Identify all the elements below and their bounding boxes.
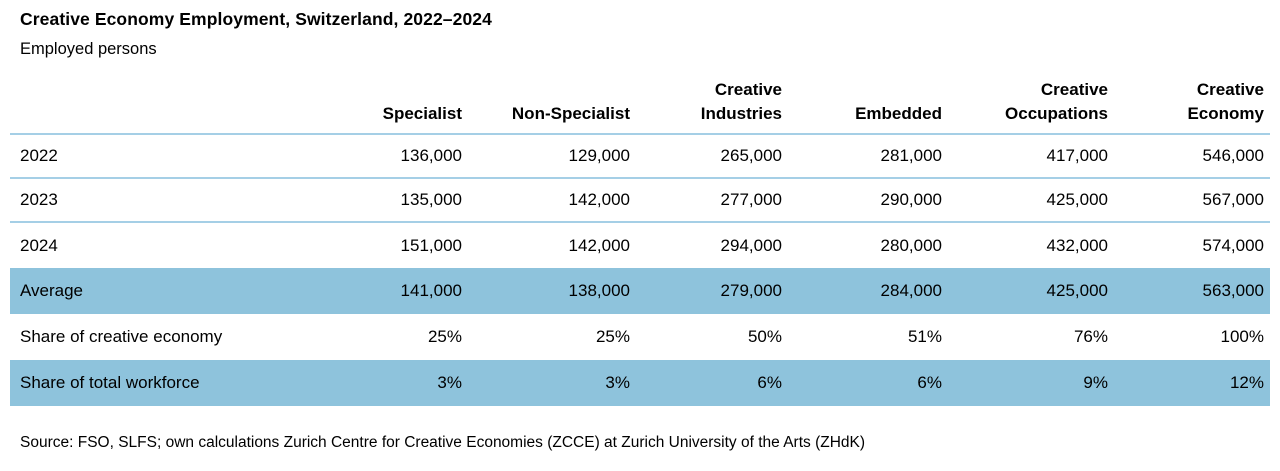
table-cell: 100% — [1220, 327, 1264, 346]
table-cell: 290,000 — [782, 178, 942, 223]
row-label: 2022 — [10, 134, 340, 179]
table-cell: 574,000 — [1202, 235, 1264, 255]
table-cell: 129,000 — [462, 134, 630, 179]
table-cell: 425,000 — [942, 178, 1108, 223]
table-cell: 50% — [747, 327, 782, 346]
table-cell: 417,000 — [942, 134, 1108, 179]
row-label: 2023 — [10, 178, 340, 223]
table-cell: 138,000 — [462, 268, 630, 314]
report-page: Creative Economy Employment, Switzerland… — [0, 8, 1280, 471]
table-cell: 425,000 — [942, 268, 1108, 314]
table-cell: 280,000 — [880, 235, 942, 255]
table-cell: 432,000 — [1046, 235, 1108, 255]
table-cell: 265,000 — [630, 134, 782, 179]
table-title: Creative Economy Employment, Switzerland… — [20, 9, 492, 29]
table-row: Share of creative economy 25% 25% 50% 51% 76%… — [10, 314, 1270, 360]
table-cell: 294,000 — [720, 235, 782, 255]
row-label: Share of creative economy — [20, 327, 223, 346]
table-body: 2022 136,000 129,000 265,000 281,000 417,000 5… — [10, 134, 1270, 406]
table-row: Share of total workforce 3% 3% 6% 6% 9% 12% — [10, 360, 1270, 406]
column-header: Embedded — [782, 72, 942, 135]
table-cell: 76% — [1073, 327, 1108, 346]
table-cell: 6% — [630, 360, 782, 406]
table-cell: 151,000 — [400, 235, 462, 255]
table-cell: 135,000 — [340, 178, 462, 223]
table-cell: 3% — [340, 360, 462, 406]
table-cell: 25% — [595, 327, 630, 346]
column-header: Creative Economy — [1108, 72, 1270, 135]
table-cell: 142,000 — [462, 178, 630, 223]
table-cell: 563,000 — [1108, 268, 1270, 314]
table-cell: 6% — [782, 360, 942, 406]
table-cell: 12% — [1108, 360, 1270, 406]
employment-table: Specialist Non-Specialist Creative Industr… — [10, 72, 1270, 406]
header-row: Specialist Non-Specialist Creative Industr… — [10, 72, 1270, 135]
table-subtitle: Employed persons — [20, 40, 157, 58]
table-cell: 136,000 — [340, 134, 462, 179]
column-header: Non-Specialist — [462, 72, 630, 135]
table-row: 2024 151,000 142,000 294,000 280,000 432,000 5… — [10, 222, 1270, 268]
table-cell: 567,000 — [1108, 178, 1270, 223]
table-row: 2023 135,000 142,000 277,000 290,000 425,000 5… — [10, 178, 1270, 223]
row-label: 2024 — [20, 235, 58, 255]
table-row: 2022 136,000 129,000 265,000 281,000 417,000 5… — [10, 134, 1270, 179]
table-cell: 284,000 — [782, 268, 942, 314]
table-cell: 141,000 — [340, 268, 462, 314]
table-cell: 279,000 — [630, 268, 782, 314]
column-header-empty — [10, 72, 340, 135]
table-cell: 9% — [942, 360, 1108, 406]
table-cell: 546,000 — [1108, 134, 1270, 179]
row-label: Average — [10, 268, 340, 314]
source-note: Source: FSO, SLFS; own calculations Zuri… — [20, 434, 866, 451]
table-cell: 142,000 — [568, 235, 630, 255]
row-label: Share of total workforce — [10, 360, 340, 406]
table-cell: 51% — [907, 327, 942, 346]
table-row: Average 141,000 138,000 279,000 284,000 425,0… — [10, 268, 1270, 314]
table-cell: 3% — [462, 360, 630, 406]
table-cell: 277,000 — [630, 178, 782, 223]
table-header: Specialist Non-Specialist Creative Industr… — [10, 72, 1270, 135]
table-cell: 25% — [427, 327, 462, 346]
column-header: Specialist — [340, 72, 462, 135]
column-header: Creative Occupations — [942, 72, 1108, 135]
table-cell: 281,000 — [782, 134, 942, 179]
column-header: Creative Industries — [630, 72, 782, 135]
